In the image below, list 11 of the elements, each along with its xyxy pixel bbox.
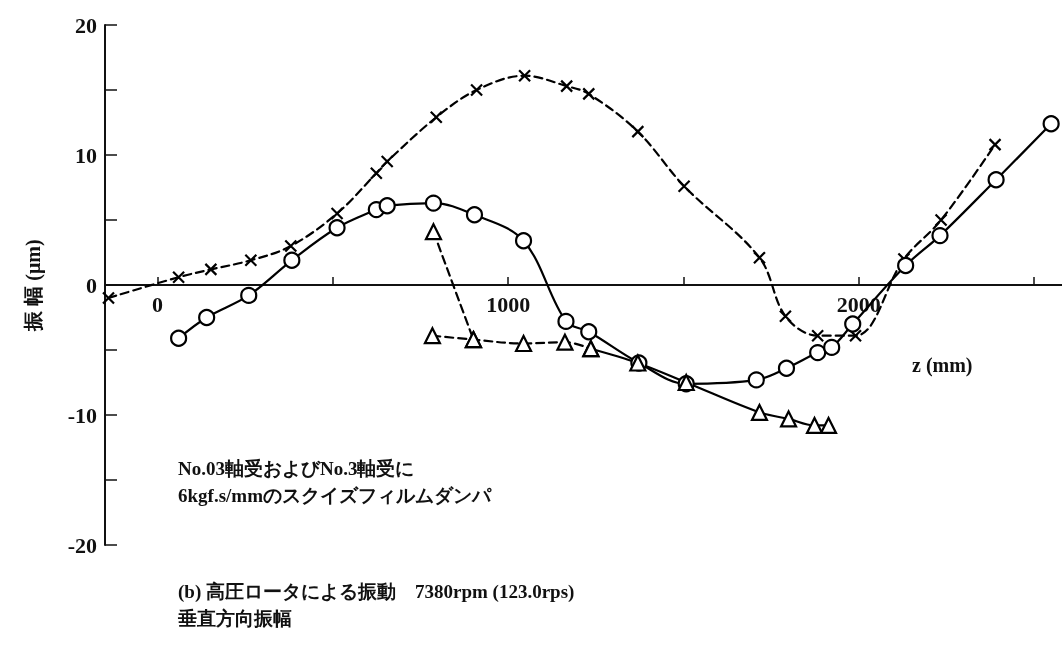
- y-axis-title: 振 幅 (μm): [22, 239, 45, 332]
- y-tick-label: -10: [67, 402, 97, 428]
- x-tick-label: 0: [152, 291, 164, 317]
- x-axis-title: z (mm): [912, 354, 973, 377]
- y-tick-label: -20: [67, 532, 97, 558]
- annotation: No.03軸受およびNo.3軸受に 6kgf.s/mmのスクイズフィルムダンパ: [178, 458, 492, 506]
- y-tick-label: 10: [75, 142, 97, 168]
- x-tick-label: 1000: [486, 291, 531, 317]
- y-tick-label: 20: [75, 12, 97, 38]
- text: (b) 高圧ロータによる振動 7380rpm (123.0rps) 垂直方向振幅: [177, 581, 575, 629]
- y-tick-label: 0: [86, 272, 97, 298]
